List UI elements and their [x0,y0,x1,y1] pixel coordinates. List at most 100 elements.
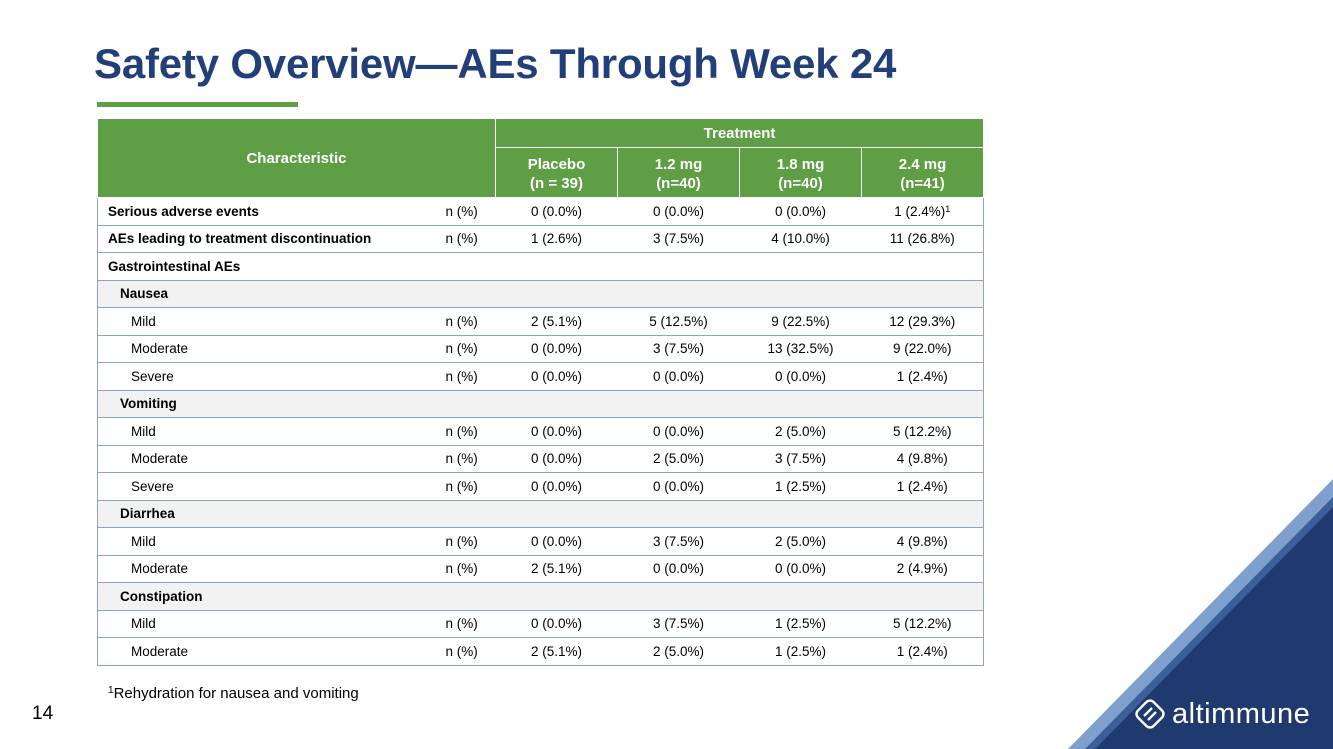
value-cell: 0 (0.0%) [495,444,618,473]
value-cell: 2 (5.1%) [495,307,618,336]
value-cell: 9 (22.5%) [739,307,862,336]
table-row: Severe n (%) 0 (0.0%) 0 (0.0%) 0 (0.0%) … [97,362,985,391]
value-cell: 4 (9.8%) [861,527,985,556]
value-cell: 2 (5.0%) [739,417,862,446]
group-header-2-4-mg: 2.4 mg (n=41) [860,147,985,198]
value-cell: 0 (0.0%) [617,417,740,446]
table-row: Moderate n (%) 2 (5.1%) 0 (0.0%) 0 (0.0%… [97,554,985,583]
value-cell: 0 (0.0%) [617,554,740,583]
group-header-1-2-mg: 1.2 mg (n=40) [617,147,740,198]
row-label: Severe [97,472,438,501]
table-row: Mild n (%) 0 (0.0%) 0 (0.0%) 2 (5.0%) 5 … [97,417,985,446]
row-unit: n (%) [437,307,496,336]
value-cell: 1 (2.5%) [739,609,862,638]
group-n: (n=40) [778,174,823,192]
row-unit: n (%) [437,527,496,556]
section-label: Gastrointestinal AEs [97,252,438,281]
corner-dark-stripe [1095,507,1333,749]
group-name: 1.2 mg [654,155,703,173]
group-name: 1.8 mg [776,155,825,173]
corner-decoration [1068,479,1333,749]
value-cell: 5 (12.2%) [861,609,985,638]
table-row: Mild n (%) 0 (0.0%) 3 (7.5%) 1 (2.5%) 5 … [97,609,985,638]
row-label: Moderate [97,444,438,473]
row-unit: n (%) [437,472,496,501]
row-label: Moderate [97,637,438,666]
value-cell: 1 (2.6%) [495,224,618,253]
table-row: Moderate n (%) 0 (0.0%) 2 (5.0%) 3 (7.5%… [97,444,985,473]
value-cell: 12 (29.3%) [861,307,985,336]
value-cell: 3 (7.5%) [617,527,740,556]
value-cell: 1 (2.5%) [739,637,862,666]
value-cell: 5 (12.2%) [861,417,985,446]
value-cell: 0 (0.0%) [495,417,618,446]
table-row: Mild n (%) 0 (0.0%) 3 (7.5%) 2 (5.0%) 4 … [97,527,985,556]
row-label: Severe [97,362,438,391]
value-cell: 3 (7.5%) [739,444,862,473]
footnote: 1Rehydration for nausea and vomiting [108,685,359,702]
row-unit: n (%) [437,609,496,638]
value-cell-with-footnote: 1 (2.4%)1 [861,197,985,226]
row-unit: n (%) [437,554,496,583]
group-name: Placebo [527,155,586,173]
table-subsection-row: Vomiting [97,389,985,418]
value-cell: 0 (0.0%) [617,362,740,391]
altimmune-diamond-logo-icon [1135,699,1165,729]
subsection-label: Constipation [97,582,438,611]
value-cell: 0 (0.0%) [495,362,618,391]
value-cell: 0 (0.0%) [739,362,862,391]
value-cell: 0 (0.0%) [495,527,618,556]
subsection-label: Nausea [97,279,438,308]
value-cell: 5 (12.5%) [617,307,740,336]
value-cell: 0 (0.0%) [739,197,862,226]
group-n: (n=41) [900,174,945,192]
value-cell: 2 (5.0%) [739,527,862,556]
row-label: Mild [97,307,438,336]
subsection-label: Vomiting [97,389,438,418]
altimmune-logo: altimmune [1133,698,1310,730]
footnote-marker: 1 [108,685,114,696]
group-n: (n = 39) [530,174,583,192]
subsection-label: Diarrhea [97,499,438,528]
table-row: Mild n (%) 2 (5.1%) 5 (12.5%) 9 (22.5%) … [97,307,985,336]
table-row: Serious adverse events n (%) 0 (0.0%) 0 … [97,197,985,226]
table-row: Moderate n (%) 2 (5.1%) 2 (5.0%) 1 (2.5%… [97,637,985,666]
value-cell: 2 (4.9%) [861,554,985,583]
row-label: Mild [97,609,438,638]
value-cell: 0 (0.0%) [739,554,862,583]
value-cell: 4 (9.8%) [861,444,985,473]
group-header-placebo: Placebo (n = 39) [495,147,618,198]
treatment-header: Treatment [494,118,985,148]
table-subsection-row: Constipation [97,582,985,611]
value-cell: 11 (26.8%) [861,224,985,253]
value-cell: 2 (5.1%) [495,637,618,666]
safety-table: Characteristic Treatment Placebo (n = 39… [97,118,985,666]
footnote-text: Rehydration for nausea and vomiting [113,685,359,702]
table-section-row: Gastrointestinal AEs [97,252,985,281]
row-unit: n (%) [437,362,496,391]
footnote-ref: 1 [945,203,951,214]
page-number: 14 [32,703,54,724]
row-unit: n (%) [437,417,496,446]
characteristic-header: Characteristic [97,118,496,198]
logo-wordmark: altimmune [1172,697,1311,730]
row-label: AEs leading to treatment discontinuation [97,224,438,253]
value-cell: 13 (32.5%) [739,334,862,363]
value-cell: 1 (2.4%) [861,637,985,666]
row-label: Mild [97,417,438,446]
value-cell: 0 (0.0%) [495,197,618,226]
row-unit: n (%) [437,444,496,473]
group-header-1-8-mg: 1.8 mg (n=40) [739,147,862,198]
row-label: Mild [97,527,438,556]
value-cell: 0 (0.0%) [495,334,618,363]
slide-title: Safety Overview—AEs Through Week 24 [94,40,897,87]
row-label: Serious adverse events [97,197,438,226]
group-n: (n=40) [656,174,701,192]
row-label: Moderate [97,334,438,363]
value-cell: 1 (2.4%) [861,472,985,501]
row-unit: n (%) [437,197,496,226]
value-cell: 3 (7.5%) [617,609,740,638]
value-cell: 4 (10.0%) [739,224,862,253]
value-cell: 2 (5.0%) [617,637,740,666]
table-row: Moderate n (%) 0 (0.0%) 3 (7.5%) 13 (32.… [97,334,985,363]
